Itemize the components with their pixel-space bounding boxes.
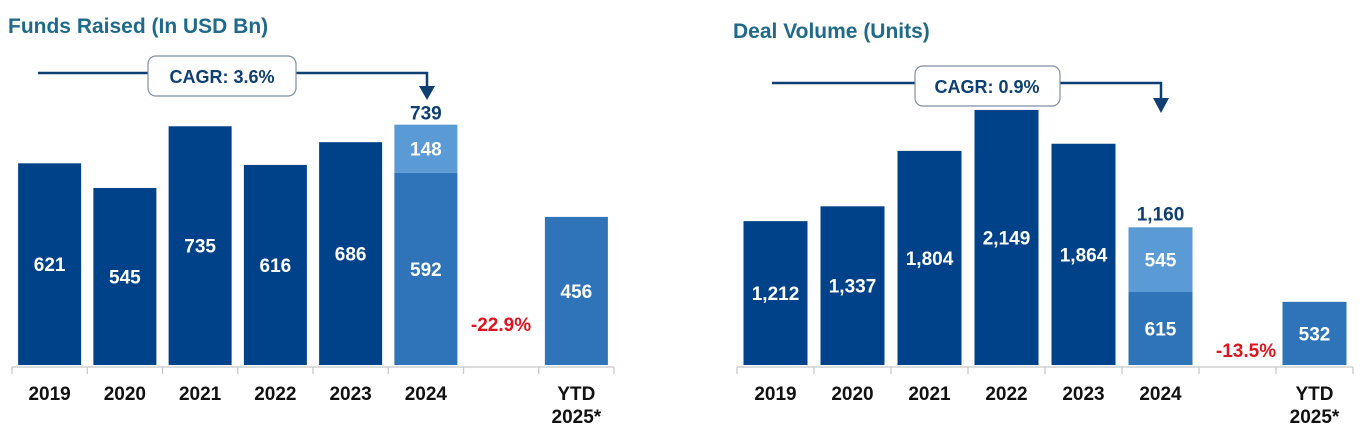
x-tick-label: 2025* [552,407,602,428]
bar-stacked-top-2024 [394,124,458,173]
bar-group: 621 545 735 616 686 592 148 739 456 -22.9% [18,104,608,365]
x-tick-label: 2021 [179,384,222,405]
bar-2023 [319,142,383,365]
cagr-arrowhead [1153,98,1169,113]
x-tick-label: 2025* [1290,407,1340,428]
x-tick-label: 2024 [405,384,448,405]
bar-value-label: 545 [109,267,141,288]
bar-2020 [93,187,157,365]
change-percent-label: -22.9% [471,315,531,336]
deal-volume-chart: Deal Volume (Units) CAGR: 0.9% 1,212 1,33… [733,20,1354,428]
bar-group: 1,212 1,337 1,804 2,149 1,864 615 545 1,160 532 -… [743,109,1347,365]
chart-title: Funds Raised (In USD Bn) [8,15,268,38]
cagr-box [914,65,1061,107]
x-tick-label: 2023 [1062,384,1104,405]
bar-ytd-2025- [544,216,608,365]
bar-value-label: 616 [260,256,292,277]
bar-value-label: 456 [561,282,593,303]
bar-2022 [243,164,307,365]
x-tick-label: 2021 [908,384,951,405]
cagr-connector-line [38,71,429,88]
bar-2024 [1128,291,1193,365]
bar-value-label: 1,337 [829,277,877,298]
bar-value-label: 615 [1145,319,1177,340]
bar-2019 [18,163,82,365]
cagr-box [147,55,297,97]
bar-value-label: 621 [34,255,66,276]
bar-value-label: 532 [1299,324,1331,345]
x-tick-label: YTD [557,384,595,405]
x-tick-label: 2019 [754,384,796,405]
bar-2021 [168,126,232,365]
bar-2021 [897,150,962,365]
cagr-annotation: CAGR: 0.9% [772,65,1169,113]
x-tick-label: 2024 [1139,384,1182,405]
funds-raised-chart: Funds Raised (In USD Bn) CAGR: 3.6% 621 5… [8,15,615,428]
bar-2022 [974,109,1039,365]
x-tick-label: 2023 [329,384,371,405]
x-tick-label: 2020 [831,384,873,405]
bar-ytd-2025- [1282,301,1347,365]
x-tick-label: 2019 [28,384,70,405]
bar-2024 [394,172,458,365]
bar-value-label: 592 [410,260,442,281]
x-tick-label: 2022 [985,384,1027,405]
change-percent-label: -13.5% [1216,341,1276,362]
x-tick-label: 2022 [254,384,296,405]
cagr-label: CAGR: 3.6% [169,67,274,87]
bar-value-label: 1,212 [752,284,800,305]
bar-value-label: 1,804 [906,249,954,270]
x-tick-label: 2020 [104,384,146,405]
total-label: 1,160 [1137,204,1185,225]
cagr-arrowhead [419,86,435,100]
bar-2020 [820,206,885,365]
stacked-value-label: 148 [410,140,442,161]
bar-value-label: 735 [184,237,216,258]
bar-value-label: 2,149 [983,228,1031,249]
bar-2023 [1051,143,1116,365]
bar-value-label: 686 [335,245,367,266]
bar-value-label: 1,864 [1060,245,1108,266]
stacked-value-label: 545 [1145,251,1177,272]
total-label: 739 [410,104,442,125]
x-tick-label: YTD [1296,384,1334,405]
cagr-label: CAGR: 0.9% [934,77,1039,97]
bar-2019 [743,221,808,365]
bar-stacked-top-2024 [1128,227,1193,292]
cagr-connector-line [772,81,1163,99]
cagr-annotation: CAGR: 3.6% [38,55,435,100]
chart-title: Deal Volume (Units) [733,20,930,43]
